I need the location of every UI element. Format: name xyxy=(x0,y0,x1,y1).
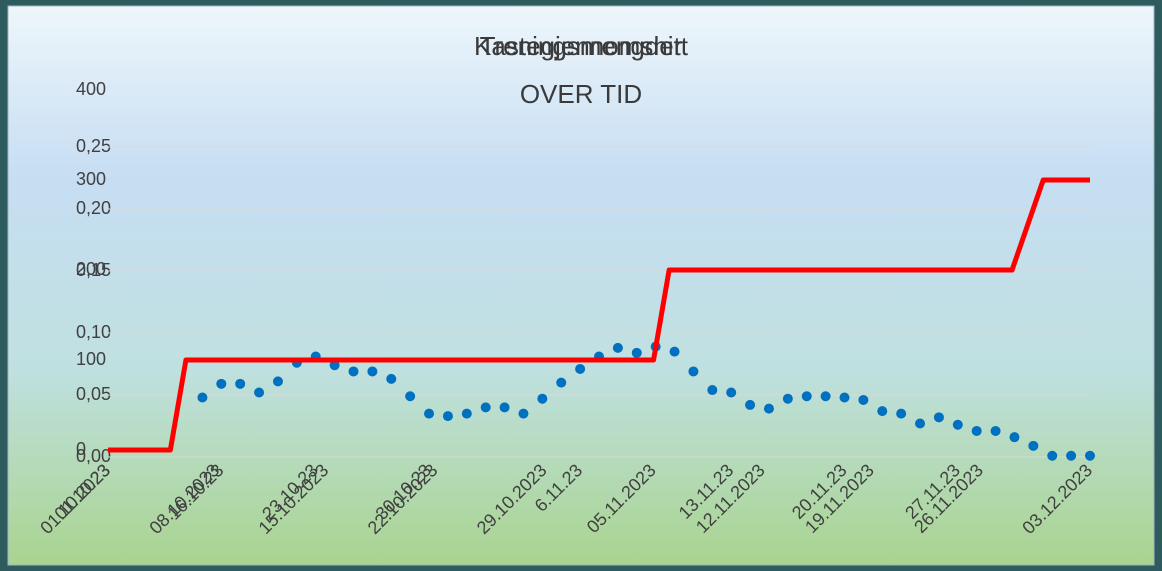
y-tick-label: 0,10 xyxy=(76,322,111,342)
dot xyxy=(971,425,982,436)
dot xyxy=(707,385,718,396)
dot xyxy=(329,360,340,371)
dot xyxy=(858,394,869,405)
dot xyxy=(763,403,774,414)
dot xyxy=(631,347,642,358)
dot xyxy=(877,406,888,417)
y-tick-label: 0,15 xyxy=(76,260,111,280)
step-line xyxy=(108,177,1090,453)
dot xyxy=(933,412,944,423)
dot xyxy=(575,363,586,374)
dot xyxy=(386,373,397,384)
chart-subtitle: OVER TID xyxy=(520,79,642,109)
dot xyxy=(348,366,359,377)
dot xyxy=(688,366,699,377)
dot xyxy=(782,393,793,404)
dot xyxy=(1009,432,1020,443)
dot xyxy=(839,392,850,403)
dot xyxy=(461,408,472,419)
dot xyxy=(556,377,567,388)
chart-title: Kastegjennomsnitt xyxy=(474,31,689,61)
dot xyxy=(915,418,926,429)
dot xyxy=(726,387,737,398)
dot xyxy=(405,391,416,402)
dot xyxy=(424,408,435,419)
dot xyxy=(1028,440,1039,451)
dot xyxy=(801,391,812,402)
dot xyxy=(216,378,227,389)
dot xyxy=(480,402,491,413)
dot xyxy=(367,366,378,377)
dot xyxy=(272,376,283,387)
dot xyxy=(1085,450,1095,461)
y-tick-label: 400 xyxy=(76,79,106,99)
y-tick-label: 100 xyxy=(76,349,106,369)
y-tick-label: 0 xyxy=(76,439,86,459)
dot xyxy=(235,378,246,389)
plot-area xyxy=(7,5,1155,566)
dot xyxy=(820,391,831,402)
dot xyxy=(896,408,907,419)
dot xyxy=(537,393,548,404)
chart-title: Treningsmengder xyxy=(480,31,683,61)
y-tick-label: 0,20 xyxy=(76,198,111,218)
y-tick-label: 300 xyxy=(76,169,106,189)
y-tick-label: 0,05 xyxy=(76,384,111,404)
dot xyxy=(518,408,529,419)
dot xyxy=(952,419,963,430)
dot xyxy=(1047,450,1058,461)
y-tick-label: 0,00 xyxy=(76,446,111,466)
y-tick-label: 0,25 xyxy=(76,136,111,156)
dot xyxy=(612,342,623,353)
dot xyxy=(669,346,680,357)
dot xyxy=(1066,450,1077,461)
dot xyxy=(254,387,265,398)
dot xyxy=(442,411,453,422)
dot xyxy=(745,399,756,410)
y-tick-label: 200 xyxy=(76,259,106,279)
dot xyxy=(197,392,208,403)
dot xyxy=(990,425,1001,436)
dot xyxy=(499,402,510,413)
